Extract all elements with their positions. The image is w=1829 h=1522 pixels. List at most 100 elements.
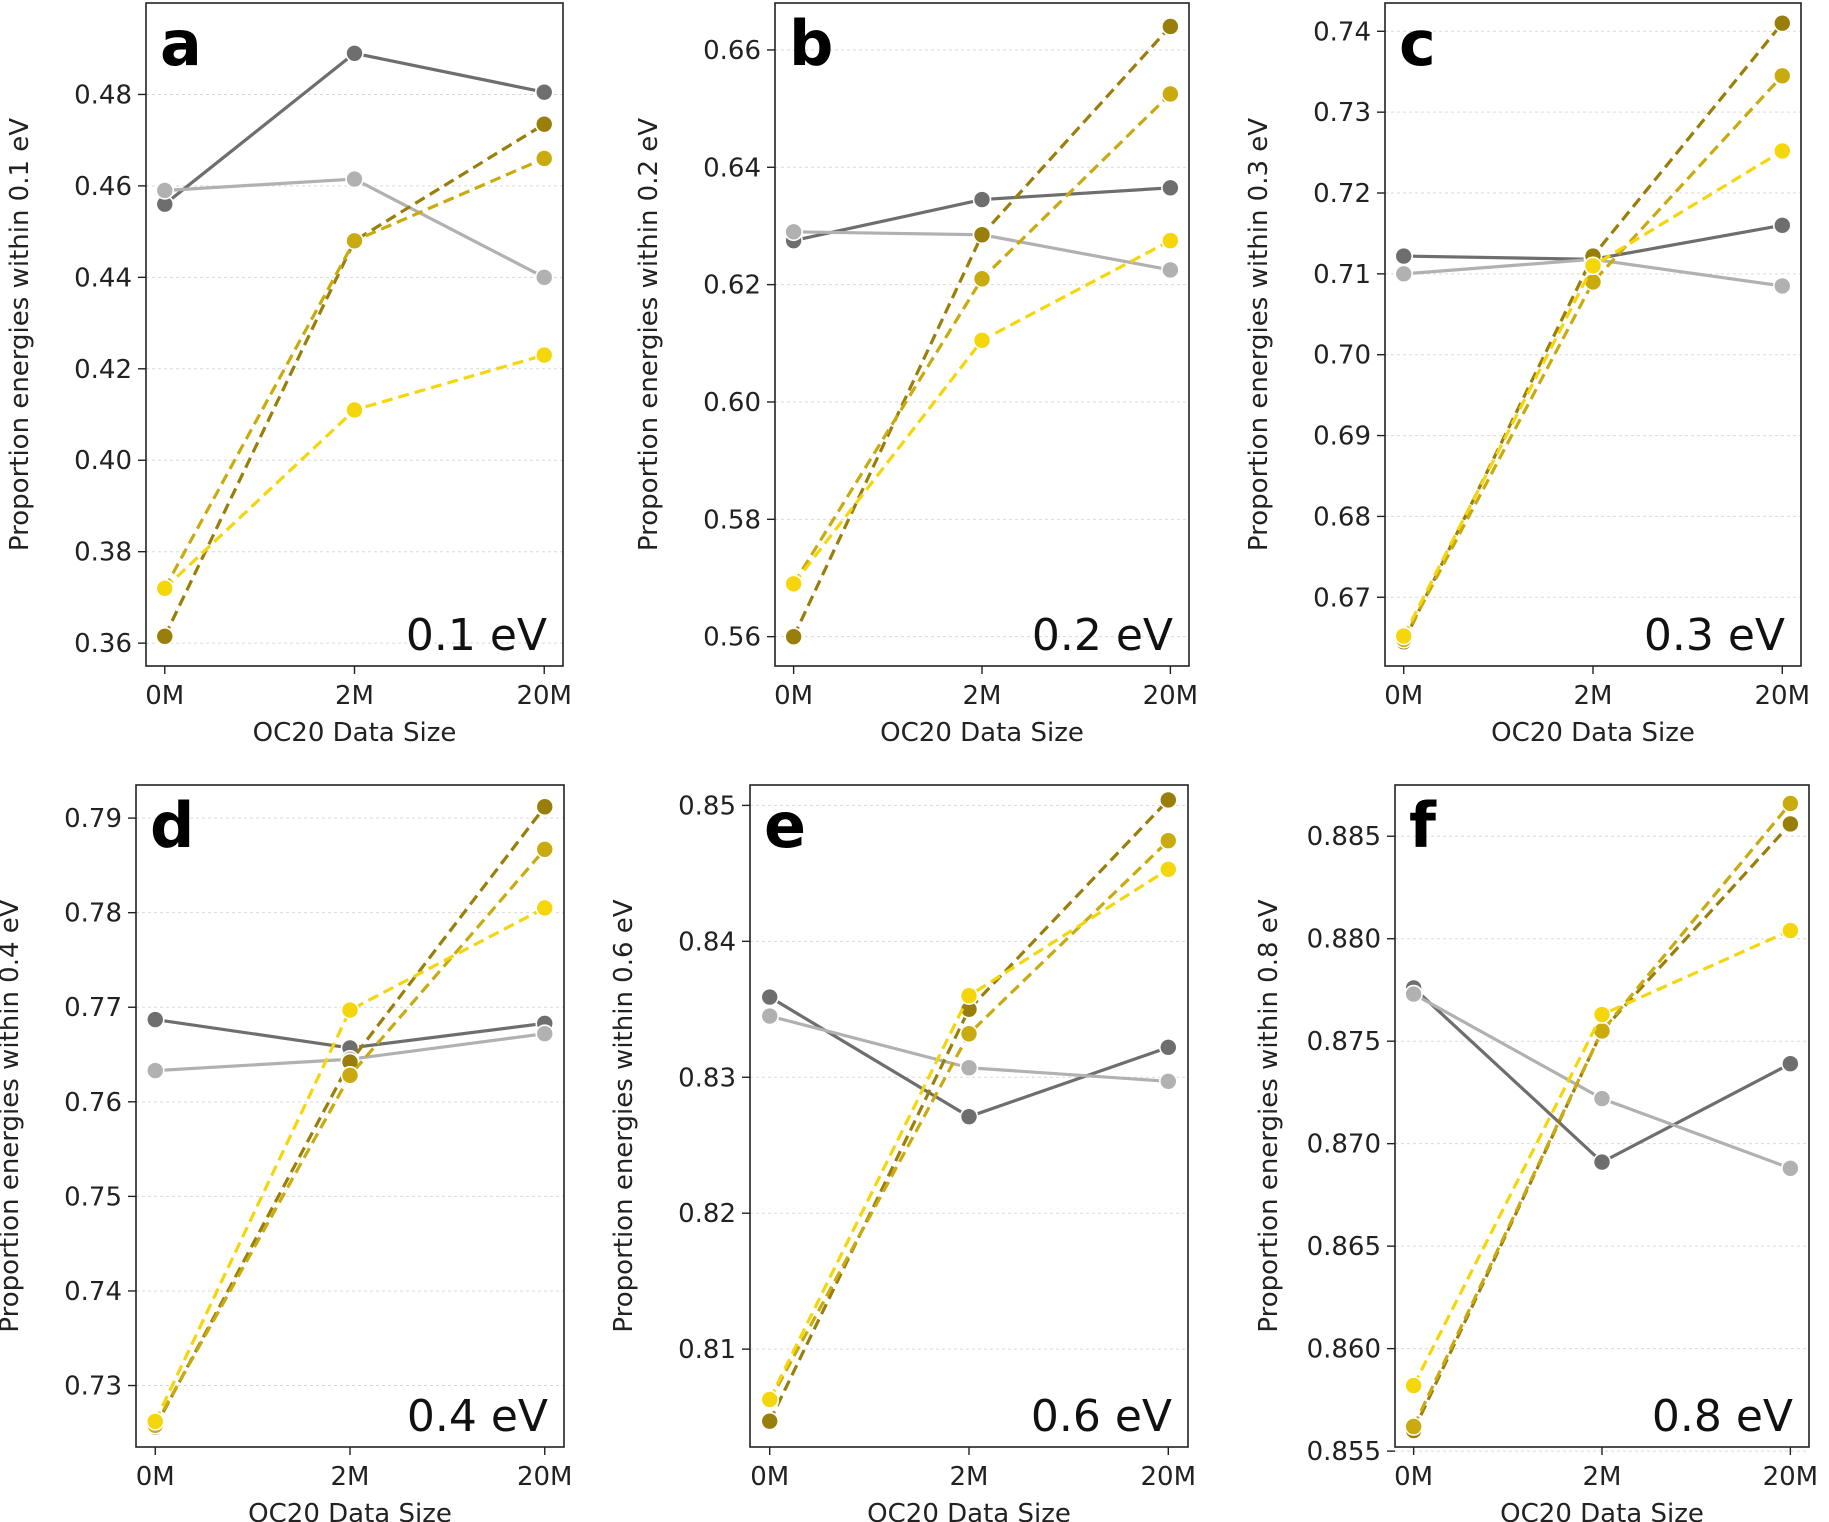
- data-point: [1583, 256, 1603, 276]
- series-light-gray-solid: [1404, 984, 1800, 1178]
- series-yellow-dashed: [760, 859, 1178, 1409]
- data-point: [534, 345, 554, 365]
- y-tick-label: 0.64: [703, 153, 761, 183]
- data-point: [535, 1024, 555, 1044]
- threshold-annotation: 0.1 eV: [406, 610, 547, 661]
- panel-letter: e: [764, 789, 806, 862]
- series-line: [1412, 802, 1792, 1428]
- data-point: [345, 169, 364, 189]
- y-tick-label: 0.48: [74, 80, 132, 110]
- series-yellow-dashed: [155, 345, 554, 598]
- panel-letter: c: [1399, 7, 1436, 80]
- series-light-gray-solid: [760, 1006, 1178, 1091]
- x-tick-label: 0M: [774, 681, 813, 711]
- y-axis-label: Proportion energies within 0.1 eV: [5, 118, 35, 551]
- data-point: [760, 1411, 780, 1431]
- data-point: [1161, 231, 1180, 250]
- y-tick-label: 0.85: [678, 791, 736, 821]
- y-tick-label: 0.865: [1307, 1232, 1381, 1262]
- plot-frame: [145, 2, 564, 667]
- series-dark-gray-solid: [784, 178, 1180, 250]
- y-tick-label: 0.70: [1313, 341, 1371, 371]
- series-line: [163, 353, 545, 590]
- y-tick-label: 0.44: [74, 263, 132, 293]
- x-tick-label: 20M: [1141, 1462, 1197, 1492]
- y-tick-label: 0.83: [678, 1063, 736, 1093]
- y-tick-label: 0.60: [703, 388, 761, 418]
- y-tick-label: 0.82: [678, 1199, 736, 1229]
- series-line: [153, 906, 546, 1423]
- x-tick-label: 2M: [963, 681, 1002, 711]
- data-point: [155, 626, 175, 646]
- panel-letter: b: [789, 7, 833, 80]
- y-tick-label: 0.78: [64, 899, 122, 929]
- x-tick-label: 2M: [950, 1462, 989, 1492]
- y-tick-label: 0.69: [1313, 422, 1371, 452]
- data-point: [340, 1066, 360, 1085]
- x-tick-label: 0M: [1394, 1462, 1433, 1492]
- y-tick-label: 0.75: [64, 1182, 122, 1212]
- panel-f: 0.855 0.860 0.865 0.870 0.875 0.880 0.885 0M 2M 2…: [1254, 784, 1818, 1522]
- y-tick-label: 0.73: [64, 1372, 122, 1402]
- data-point: [1592, 1021, 1612, 1041]
- data-point: [1781, 1158, 1800, 1178]
- data-point: [1772, 13, 1792, 33]
- y-tick-label: 0.58: [703, 505, 761, 535]
- data-point: [534, 114, 554, 134]
- data-point: [1781, 921, 1800, 940]
- y-tick-label: 0.855: [1307, 1437, 1381, 1467]
- y-tick-label: 0.68: [1313, 502, 1371, 532]
- data-point: [535, 898, 555, 918]
- panel-letter: f: [1409, 789, 1437, 862]
- series-line: [153, 848, 546, 1427]
- y-tick-label: 0.860: [1307, 1335, 1381, 1365]
- series-line: [1402, 74, 1784, 641]
- panel-c: 0.67 0.68 0.69 0.70 0.71 0.72 0.73 0.74 0M 2M 20M O…: [1244, 2, 1810, 748]
- y-axis-label: Proportion energies within 0.6 eV: [609, 899, 639, 1332]
- data-point: [1781, 1054, 1800, 1074]
- x-tick-label: 0M: [145, 681, 184, 711]
- series-yellow-dashed: [784, 231, 1180, 594]
- x-tick-label: 20M: [1143, 681, 1199, 711]
- data-point: [1772, 216, 1792, 235]
- data-point: [534, 149, 554, 168]
- y-tick-label: 0.870: [1307, 1130, 1381, 1160]
- y-tick-label: 0.73: [1313, 98, 1371, 128]
- data-point: [972, 331, 992, 350]
- data-point: [959, 1058, 979, 1078]
- panel-e: 0.81 0.82 0.83 0.84 0.85 0M 2M 20M OC20 Data Siz…: [609, 784, 1197, 1522]
- data-point: [155, 181, 175, 200]
- data-point: [1158, 859, 1178, 879]
- data-point: [1404, 1417, 1423, 1436]
- y-tick-label: 0.77: [64, 993, 122, 1023]
- data-point: [534, 268, 554, 287]
- data-point: [784, 574, 803, 594]
- data-point: [155, 578, 175, 598]
- threshold-annotation: 0.6 eV: [1031, 1391, 1172, 1442]
- data-point: [760, 1006, 780, 1026]
- data-point: [1772, 276, 1792, 296]
- data-point: [1161, 84, 1180, 104]
- series-line: [1402, 22, 1784, 643]
- y-tick-label: 0.67: [1313, 583, 1371, 613]
- x-tick-label: 2M: [331, 1462, 370, 1492]
- series-line: [1412, 822, 1792, 1432]
- y-tick-label: 0.42: [74, 355, 132, 385]
- x-tick-label: 0M: [750, 1462, 789, 1492]
- y-tick-label: 0.56: [703, 623, 761, 653]
- y-tick-label: 0.79: [64, 804, 122, 834]
- data-point: [145, 1412, 165, 1431]
- series-light-gray-solid: [155, 169, 554, 287]
- y-tick-label: 0.81: [678, 1335, 736, 1365]
- data-point: [784, 627, 803, 646]
- series-gold-dashed: [155, 149, 554, 598]
- data-point: [1404, 984, 1423, 1004]
- data-point: [784, 222, 803, 242]
- y-tick-label: 0.36: [74, 629, 132, 659]
- data-point: [1781, 814, 1800, 834]
- y-tick-label: 0.38: [74, 538, 132, 568]
- y-axis-label: Proportion energies within 0.3 eV: [1244, 118, 1274, 551]
- series-line: [153, 805, 547, 1428]
- data-point: [1161, 260, 1180, 280]
- y-tick-label: 0.40: [74, 446, 132, 476]
